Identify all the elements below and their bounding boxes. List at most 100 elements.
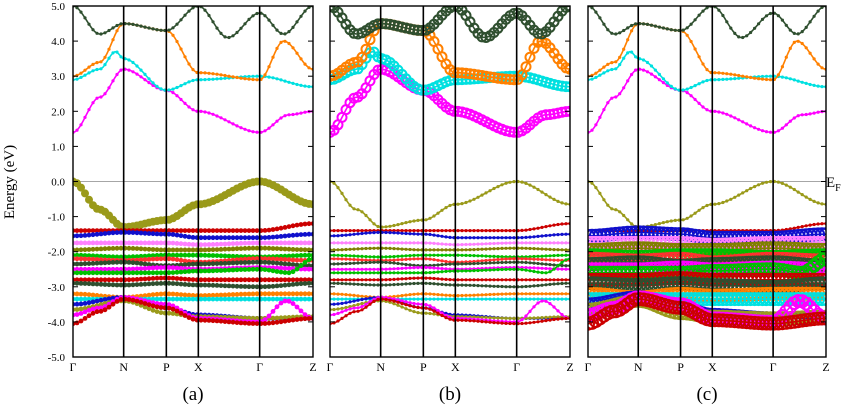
weight-marker: [82, 301, 88, 306]
weight-marker: [602, 198, 606, 202]
weight-marker: [630, 50, 634, 54]
weight-marker: [440, 313, 444, 318]
weight-marker: [741, 74, 745, 78]
weight-marker: [206, 228, 212, 234]
weight-marker: [98, 266, 104, 272]
weight-marker: [306, 263, 312, 269]
weight-marker: [396, 254, 400, 258]
weight-marker: [85, 195, 93, 204]
weight-marker: [556, 297, 560, 301]
weight-marker: [207, 71, 211, 75]
weight-marker: [508, 285, 512, 289]
weight-marker: [796, 39, 800, 43]
weight-marker: [480, 320, 484, 324]
weight-marker: [286, 257, 292, 263]
weight-marker: [532, 278, 536, 282]
weight-marker: [536, 292, 540, 296]
weight-marker: [564, 248, 568, 252]
weight-marker: [472, 229, 476, 233]
weight-marker: [82, 247, 88, 253]
weight-marker: [106, 270, 112, 276]
weight-marker: [178, 228, 184, 234]
weight-marker: [540, 241, 544, 245]
weight-marker: [753, 76, 757, 80]
weight-marker: [86, 266, 92, 272]
weight-marker: [95, 96, 99, 100]
weight-marker: [376, 230, 380, 234]
weight-marker: [130, 282, 136, 288]
weight-marker: [302, 291, 308, 297]
weight-marker: [210, 277, 216, 283]
weight-marker: [182, 262, 188, 267]
weight-marker: [344, 278, 348, 282]
weight-marker: [432, 229, 436, 233]
weight-marker: [102, 266, 108, 272]
weight-marker: [776, 180, 781, 184]
kpoint-label: Γ: [256, 360, 263, 374]
weight-marker: [242, 315, 248, 321]
weight-marker: [90, 232, 96, 238]
weight-marker: [295, 20, 299, 24]
weight-marker: [669, 84, 673, 88]
weight-marker: [508, 180, 512, 184]
weight-marker: [198, 235, 204, 241]
weight-marker: [564, 253, 568, 257]
weight-marker: [82, 256, 88, 262]
weight-marker: [444, 297, 448, 301]
plot-area: [73, 6, 313, 327]
weight-marker: [693, 47, 697, 51]
weight-marker: [98, 297, 104, 303]
plot-area: [588, 6, 826, 331]
weight-marker: [717, 78, 721, 82]
weight-marker: [764, 14, 769, 18]
weight-marker: [504, 267, 508, 271]
weight-marker: [262, 267, 268, 272]
weight-marker: [512, 236, 516, 240]
weight-marker: [286, 233, 292, 239]
weight-marker: [524, 314, 528, 318]
weight-marker: [476, 319, 480, 323]
weight-marker: [183, 101, 187, 105]
weight-marker: [182, 282, 188, 287]
weight-marker: [182, 247, 188, 253]
weight-marker: [520, 285, 524, 289]
weight-marker: [488, 261, 492, 265]
weight-marker: [356, 282, 360, 286]
weight-marker: [98, 231, 104, 237]
weight-marker: [532, 266, 536, 270]
weight-marker: [74, 266, 80, 272]
weight-marker: [496, 316, 500, 320]
weight-marker: [142, 257, 148, 262]
weight-marker: [262, 245, 268, 251]
weight-marker: [171, 91, 175, 95]
weight-marker: [400, 266, 404, 270]
weight-marker: [512, 257, 516, 261]
weight-marker: [524, 268, 528, 272]
weight-marker: [590, 6, 594, 10]
weight-marker: [182, 233, 188, 239]
weight-marker: [804, 81, 808, 85]
weight-marker: [170, 247, 176, 253]
weight-marker: [340, 267, 344, 271]
weight-marker: [408, 232, 412, 236]
weight-marker: [170, 303, 176, 309]
weight-marker: [356, 254, 360, 258]
weight-marker: [496, 284, 500, 288]
weight-marker: [560, 232, 564, 236]
weight-marker: [218, 277, 224, 283]
weight-marker: [532, 227, 536, 231]
weight-marker: [299, 14, 303, 18]
weight-marker: [536, 241, 540, 245]
weight-marker: [110, 270, 116, 276]
weight-marker: [532, 254, 536, 259]
weight-marker: [392, 241, 396, 245]
weight-marker: [158, 240, 164, 246]
weight-marker: [90, 253, 96, 259]
weight-marker: [110, 282, 116, 288]
weight-marker: [103, 92, 107, 96]
weight-marker: [606, 101, 610, 105]
weight-marker: [270, 260, 276, 266]
weight-marker: [428, 216, 432, 220]
weight-marker: [230, 241, 236, 247]
weight-marker: [760, 17, 765, 21]
